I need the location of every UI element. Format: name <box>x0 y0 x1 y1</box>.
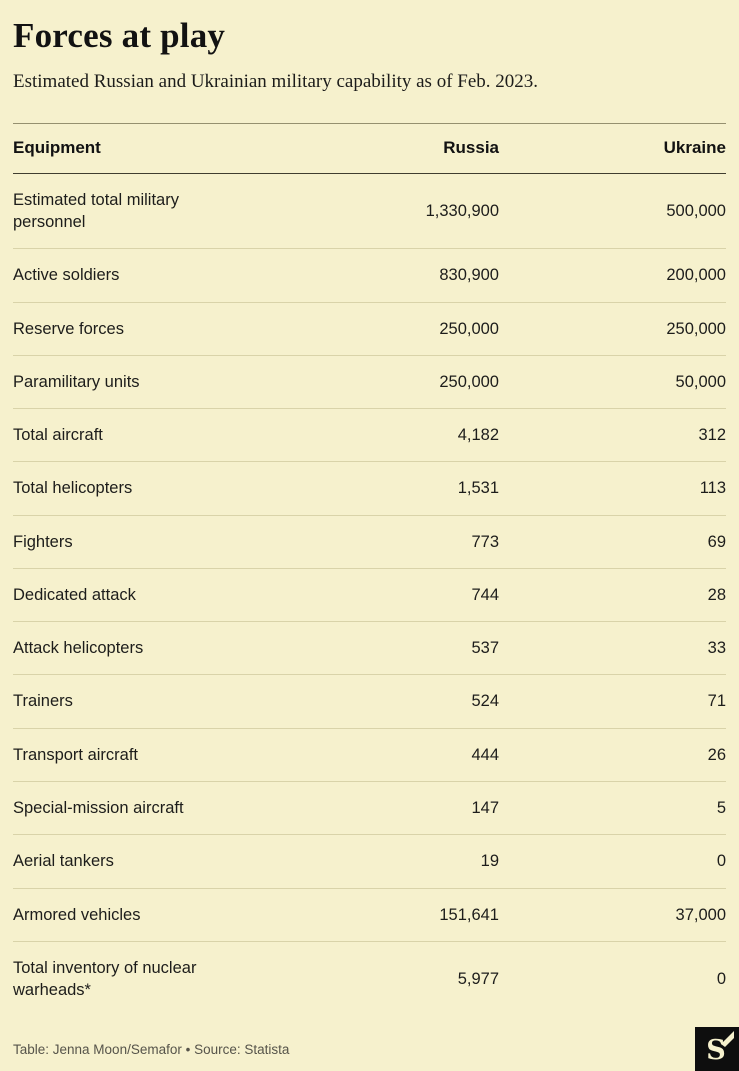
equipment-label: Total aircraft <box>13 426 103 445</box>
table-row: Attack helicopters 537 33 <box>13 622 726 676</box>
ukraine-value: 71 <box>707 692 726 711</box>
table-credit: Table: Jenna Moon/Semafor • Source: Stat… <box>13 1041 290 1057</box>
equipment-label: Special-mission aircraft <box>13 799 184 818</box>
table-row: Total aircraft 4,182 312 <box>13 409 726 463</box>
page-subtitle: Estimated Russian and Ukrainian military… <box>13 71 539 93</box>
military-capability-table: Equipment Russia Ukraine Estimated total… <box>13 122 726 1017</box>
table-row: Transport aircraft 444 26 <box>13 729 726 783</box>
table-row: Special-mission aircraft 147 5 <box>13 782 726 836</box>
russia-value: 773 <box>471 532 499 551</box>
ukraine-value: 0 <box>716 852 726 871</box>
ukraine-value: 0 <box>716 969 726 988</box>
table-footer: Table: Jenna Moon/Semafor • Source: Stat… <box>0 1027 739 1071</box>
equipment-label: Estimated total military personnel <box>13 190 179 232</box>
russia-value: 250,000 <box>439 319 499 338</box>
table-row: Reserve forces 250,000 250,000 <box>13 303 726 356</box>
ukraine-value: 50,000 <box>675 372 726 391</box>
table-row: Trainers 524 71 <box>13 675 726 729</box>
equipment-label: Aerial tankers <box>13 852 114 871</box>
equipment-label: Attack helicopters <box>13 639 144 658</box>
ukraine-value: 500,000 <box>666 201 726 220</box>
equipment-label: Transport aircraft <box>13 745 139 764</box>
column-header-ukraine: Ukraine <box>663 137 726 157</box>
russia-value: 1,330,900 <box>425 201 499 220</box>
russia-value: 537 <box>471 639 499 658</box>
page-title: Forces at play <box>13 16 226 55</box>
equipment-label: Total inventory of nuclear warheads* <box>13 958 197 1000</box>
ukraine-value: 200,000 <box>666 266 726 285</box>
table-row: Total inventory of nuclear warheads* 5,9… <box>13 942 726 1017</box>
equipment-label: Reserve forces <box>13 319 124 338</box>
russia-value: 250,000 <box>439 372 499 391</box>
equipment-label: Dedicated attack <box>13 585 136 604</box>
ukraine-value: 113 <box>699 479 726 498</box>
ukraine-value: 312 <box>698 426 726 445</box>
russia-value: 151,641 <box>439 905 499 924</box>
table-row: Total helicopters 1,531 113 <box>13 462 726 516</box>
table-row: Fighters 773 69 <box>13 516 726 569</box>
table-header-row: Equipment Russia Ukraine <box>13 122 726 174</box>
ukraine-value: 250,000 <box>666 319 726 338</box>
russia-value: 19 <box>480 852 499 871</box>
equipment-label: Trainers <box>13 692 73 711</box>
russia-value: 524 <box>471 692 499 711</box>
table-row: Estimated total military personnel 1,330… <box>13 174 726 250</box>
table-row: Armored vehicles 151,641 37,000 <box>13 889 726 942</box>
column-header-russia: Russia <box>443 137 499 157</box>
equipment-label: Paramilitary units <box>13 372 140 391</box>
russia-value: 444 <box>471 745 499 764</box>
russia-value: 744 <box>471 585 499 604</box>
equipment-label: Armored vehicles <box>13 905 141 924</box>
russia-value: 147 <box>471 799 499 818</box>
ukraine-value: 26 <box>707 745 726 764</box>
russia-value: 1,531 <box>457 479 499 498</box>
ukraine-value: 69 <box>707 532 726 551</box>
ukraine-value: 33 <box>707 639 726 658</box>
russia-value: 5,977 <box>457 969 499 988</box>
forces-at-play-card: Forces at play Estimated Russian and Ukr… <box>13 16 726 1017</box>
ukraine-value: 28 <box>707 585 726 604</box>
russia-value: 4,182 <box>457 426 499 445</box>
equipment-label: Active soldiers <box>13 266 120 285</box>
table-row: Dedicated attack 744 28 <box>13 569 726 623</box>
russia-value: 830,900 <box>439 266 499 285</box>
table-row: Paramilitary units 250,000 50,000 <box>13 356 726 410</box>
ukraine-value: 5 <box>716 799 726 818</box>
table-row: Active soldiers 830,900 200,000 <box>13 249 726 303</box>
ukraine-value: 37,000 <box>675 905 726 924</box>
equipment-label: Fighters <box>13 532 73 551</box>
table-row: Aerial tankers 19 0 <box>13 835 726 889</box>
column-header-equipment: Equipment <box>13 137 101 157</box>
svg-text:S: S <box>706 1035 726 1066</box>
semafor-logo: S <box>695 1027 739 1071</box>
equipment-label: Total helicopters <box>13 479 133 498</box>
